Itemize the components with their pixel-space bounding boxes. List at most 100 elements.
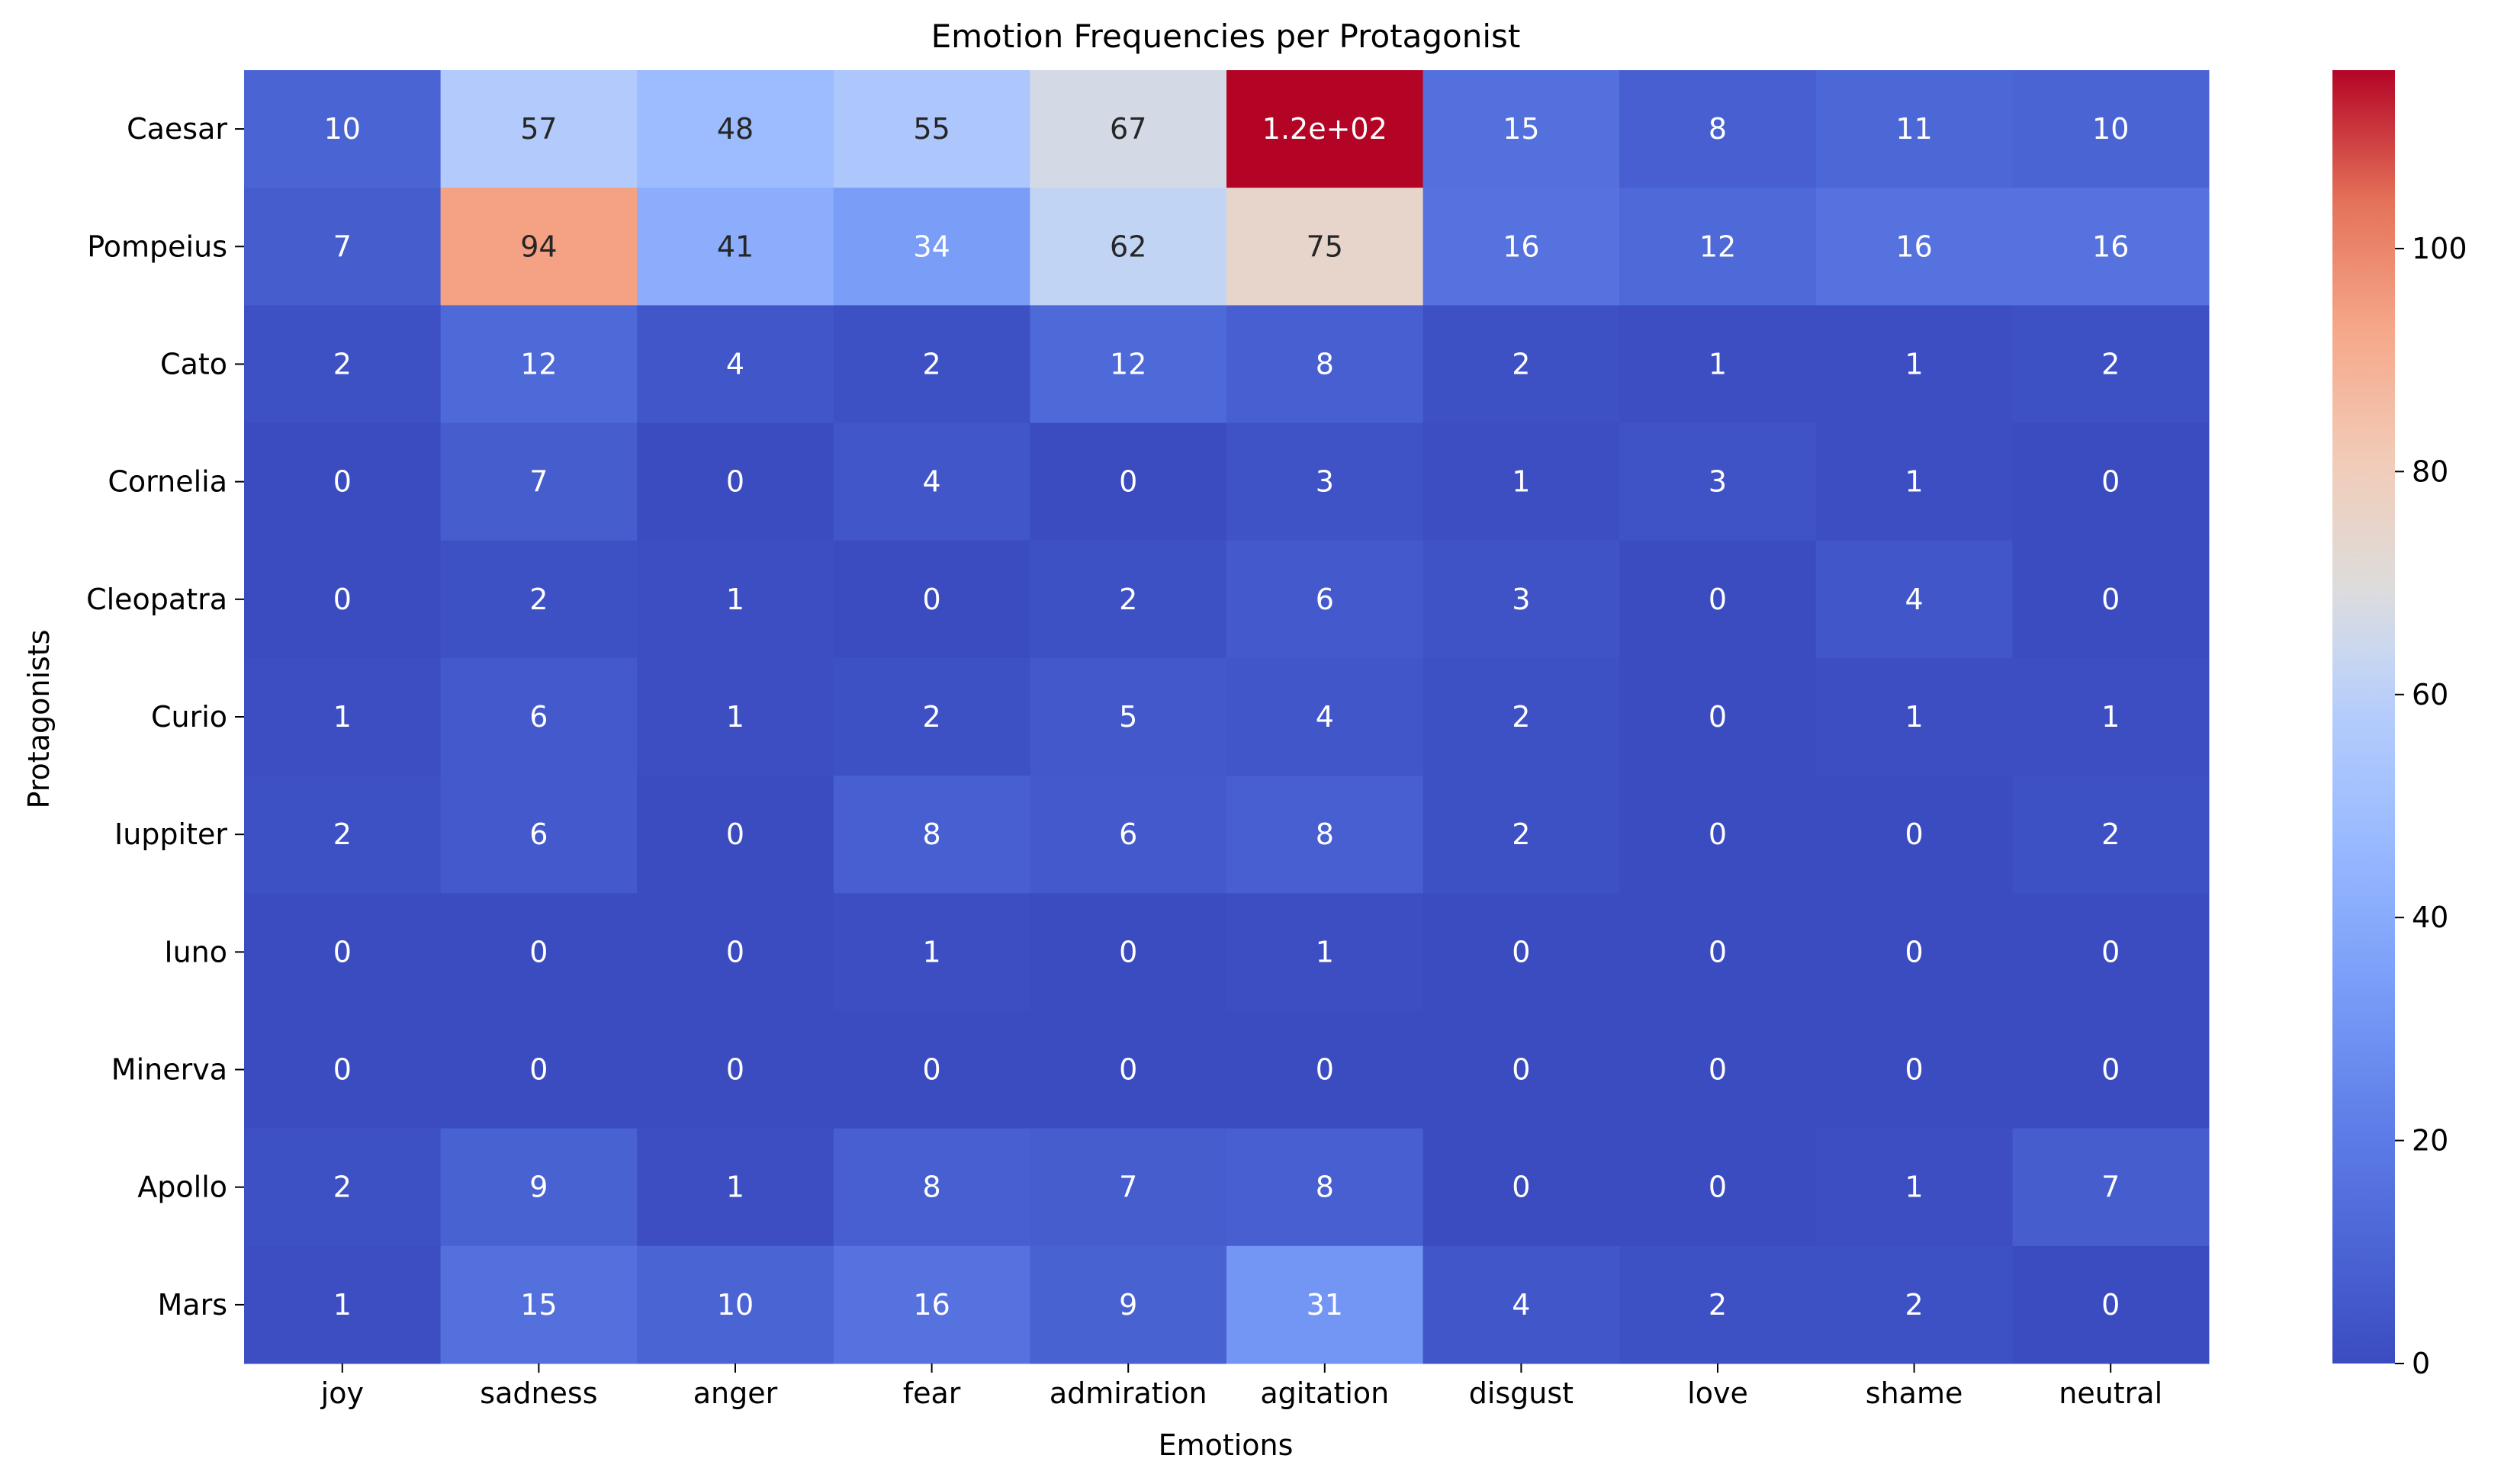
heatmap-cell [1619, 540, 1817, 659]
cell-annotation: 67 [1110, 112, 1146, 146]
cell-annotation: 9 [1119, 1288, 1137, 1322]
x-tick-label: neutral [2059, 1376, 2162, 1410]
heatmap-cell [1815, 1128, 2013, 1247]
x-tick-label: joy [320, 1376, 364, 1410]
cell-annotation: 2 [333, 1171, 352, 1204]
colorbar-tick-label: 20 [2412, 1124, 2448, 1158]
heatmap-cell [637, 657, 834, 776]
heatmap-cell [244, 893, 442, 1011]
heatmap-cell [1030, 657, 1227, 776]
cell-annotation: 7 [2101, 1171, 2120, 1204]
heatmap-cell [2012, 540, 2210, 659]
heatmap-cell [440, 657, 638, 776]
cell-annotation: 1 [726, 583, 744, 616]
heatmap-cell [1030, 1010, 1227, 1129]
heatmap-cell [1815, 1010, 2013, 1129]
cell-annotation: 8 [1316, 817, 1334, 851]
heatmap-cell [1619, 893, 1817, 1011]
heatmap-cell [637, 540, 834, 659]
x-tick-label: shame [1866, 1376, 1963, 1410]
cell-annotation: 0 [2101, 1053, 2120, 1087]
heatmap-cell [1815, 776, 2013, 894]
cell-annotation: 8 [1316, 347, 1334, 381]
y-tick-label: Apollo [137, 1171, 227, 1204]
cell-annotation: 8 [923, 817, 941, 851]
heatmap-cell [833, 1010, 1030, 1129]
cell-annotation: 57 [520, 112, 557, 146]
cell-annotation: 0 [333, 583, 352, 616]
heatmap-cell [244, 422, 442, 541]
cell-annotation: 2 [1709, 1288, 1727, 1322]
cell-annotation: 0 [1512, 935, 1530, 968]
cell-annotation: 12 [1110, 347, 1146, 381]
heatmap-cell [244, 70, 442, 188]
cell-annotation: 8 [923, 1171, 941, 1204]
cell-annotation: 0 [1709, 935, 1727, 968]
cell-annotation: 2 [333, 817, 352, 851]
cell-annotation: 6 [1119, 817, 1137, 851]
cell-annotation: 8 [1709, 112, 1727, 146]
y-tick-label: Iuppiter [114, 817, 227, 851]
cell-annotation: 1 [726, 700, 744, 734]
cell-annotation: 1 [1905, 465, 1924, 499]
x-tick-label: fear [903, 1376, 961, 1410]
cell-annotation: 1 [1316, 935, 1334, 968]
cell-annotation: 4 [726, 347, 744, 381]
heatmap-cell [1619, 776, 1817, 894]
heatmap-cell [637, 188, 834, 306]
heatmap-cell [440, 70, 638, 188]
cell-annotation: 6 [529, 700, 548, 734]
cell-annotation: 0 [726, 1053, 744, 1087]
heatmap-cell [637, 893, 834, 1011]
cell-annotation: 4 [1316, 700, 1334, 734]
cell-annotation: 10 [324, 112, 361, 146]
cell-annotation: 2 [1512, 700, 1530, 734]
cell-annotation: 0 [1905, 817, 1924, 851]
heatmap-cell [2012, 70, 2210, 188]
heatmap-cell [1815, 657, 2013, 776]
cell-annotation: 2 [923, 347, 941, 381]
cell-annotation: 16 [1895, 230, 1932, 263]
heatmap-cells [244, 70, 2210, 1364]
heatmap-cell [2012, 188, 2210, 306]
cell-annotation: 5 [1119, 700, 1137, 734]
x-tick-label: agitation [1260, 1376, 1389, 1410]
cell-annotation: 1 [333, 700, 352, 734]
cell-annotation: 2 [1905, 1288, 1924, 1322]
heatmap-cell [1226, 893, 1424, 1011]
cell-annotation: 0 [2101, 465, 2120, 499]
heatmap-cell [1619, 70, 1817, 188]
heatmap-cell [1815, 1245, 2013, 1364]
heatmap-cell [1030, 776, 1227, 894]
y-tick-label: Mars [158, 1288, 228, 1322]
x-axis-label: Emotions [1159, 1428, 1294, 1462]
heatmap-cell [1619, 1128, 1817, 1247]
colorbar-gradient [2332, 70, 2395, 1364]
cell-annotation: 0 [1119, 465, 1137, 499]
heatmap-cell [833, 893, 1030, 1011]
cell-annotation: 0 [2101, 583, 2120, 616]
cell-annotation: 0 [726, 935, 744, 968]
heatmap-cell [1422, 893, 1620, 1011]
heatmap-cell [1815, 422, 2013, 541]
heatmap-cell [637, 776, 834, 894]
heatmap-cell [1815, 893, 2013, 1011]
heatmap-cell [1815, 540, 2013, 659]
cell-annotation: 0 [1119, 935, 1137, 968]
colorbar-tick-label: 80 [2412, 455, 2448, 488]
cell-annotation: 3 [1316, 465, 1334, 499]
heatmap-cell [833, 1245, 1030, 1364]
heatmap-cell [244, 657, 442, 776]
cell-annotation: 16 [913, 1288, 950, 1322]
heatmap-cell [637, 422, 834, 541]
y-axis: Caesar Pompeius Cato Cornelia Cleopatra Curio… [86, 112, 244, 1322]
colorbar-tick-label: 100 [2412, 232, 2467, 265]
cell-annotation: 15 [1503, 112, 1539, 146]
y-tick-label: Cornelia [108, 465, 227, 499]
heatmap-cell [1226, 1128, 1424, 1247]
chart-title: Emotion Frequencies per Protagonist [931, 18, 1521, 55]
cell-annotation: 10 [717, 1288, 754, 1322]
heatmap-cell [637, 70, 834, 188]
cell-annotation: 3 [1709, 465, 1727, 499]
